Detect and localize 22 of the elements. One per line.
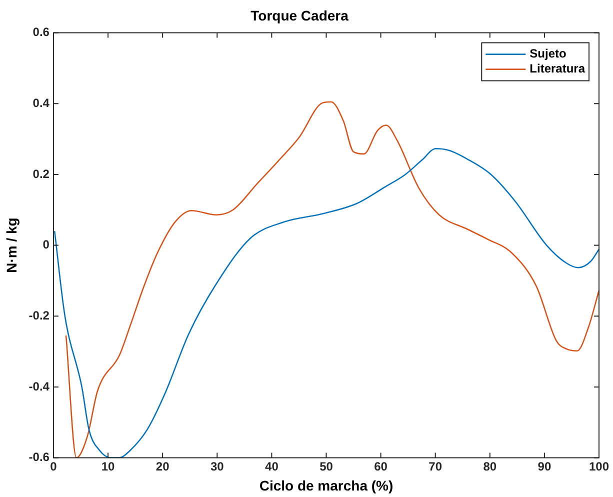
legend-label: Literatura [530,62,586,76]
y-axis-title: N·m / kg [3,218,20,273]
y-tick-label: 0.4 [32,96,50,110]
x-tick-label: 60 [374,459,388,474]
x-tick-label: 20 [156,459,170,474]
x-axis-title: Ciclo de marcha (%) [259,477,394,494]
x-tick-label: 40 [265,459,279,474]
y-tick-label: 0.6 [32,25,50,40]
y-tick-label: 0 [42,238,50,252]
x-tick-label: 10 [101,459,116,474]
y-tick-label: -0.4 [28,379,50,394]
y-tick-label: 0.2 [32,166,50,181]
x-tick-label: 30 [210,459,224,474]
chart-title: Torque Cadera [250,7,349,24]
x-tick-label: 90 [538,459,552,474]
x-tick-label: 50 [320,459,334,474]
x-tick-label: 100 [588,459,610,474]
y-tick-label: -0.2 [28,308,50,322]
y-tick-label: -0.6 [28,450,50,464]
legend-label: Sujeto [530,46,566,61]
x-tick-label: 70 [428,459,442,474]
x-tick-label: 80 [483,459,497,474]
